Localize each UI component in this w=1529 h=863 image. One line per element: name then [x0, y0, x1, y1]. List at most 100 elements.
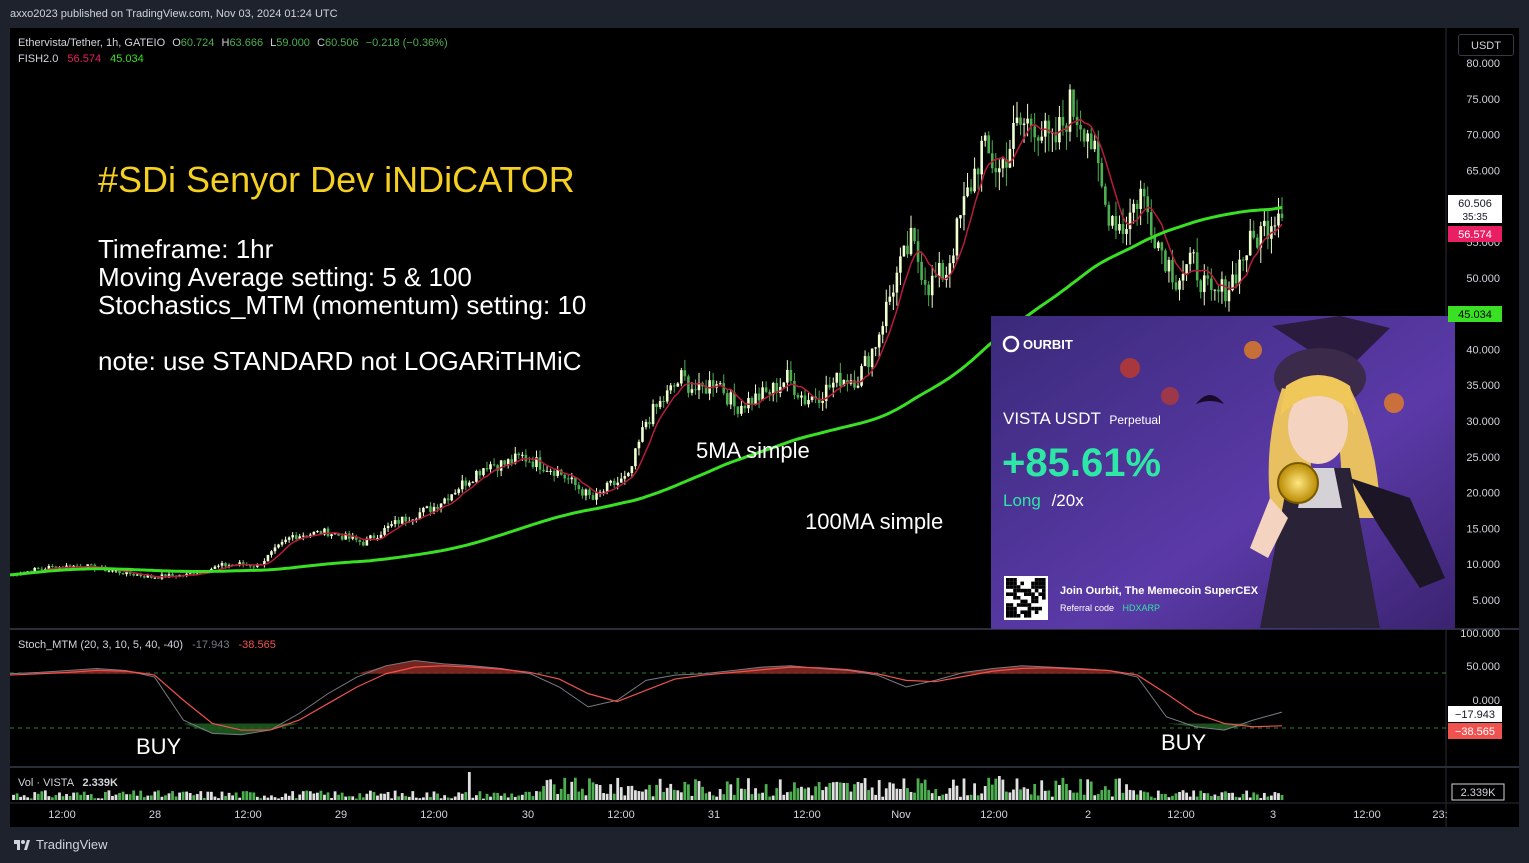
- qr-module: [1020, 610, 1024, 614]
- candle-up: [393, 520, 397, 525]
- ad-join-text: Join Ourbit, The Memecoin SuperCEX: [1060, 585, 1259, 597]
- volume-bar: [252, 792, 256, 800]
- candle-up: [754, 393, 757, 405]
- candle-down: [711, 380, 715, 388]
- ma5-line: [9, 118, 1283, 578]
- volume-bar: [411, 791, 415, 800]
- time-tick-label: 28: [149, 809, 161, 821]
- candle-up: [376, 537, 379, 539]
- volume-bar: [1181, 790, 1185, 800]
- volume-bar: [337, 794, 340, 800]
- candle-down: [531, 461, 535, 468]
- volume-bar: [609, 784, 613, 800]
- candle-down: [478, 470, 482, 476]
- volume-bar: [1199, 790, 1203, 800]
- volume-bar: [1171, 795, 1174, 800]
- candle-down: [132, 573, 135, 576]
- price-tick-label: 30.000: [1466, 416, 1500, 428]
- qr-module: [1038, 585, 1042, 589]
- volume-bar: [729, 784, 733, 800]
- volume-bar: [15, 793, 19, 800]
- time-axis[interactable]: 12:00 28 12:00 29 12:00 30 12:00 31 12:00 Nov 12:0…: [48, 809, 1447, 821]
- qr-module: [1016, 614, 1021, 618]
- candle-down: [750, 397, 754, 405]
- pumpkin-icon: [1120, 358, 1140, 378]
- candle-up: [627, 473, 630, 477]
- price-tick-label: 25.000: [1466, 452, 1500, 464]
- candle-down: [1121, 223, 1125, 234]
- candle-down: [1252, 230, 1256, 238]
- candle-up: [217, 565, 220, 567]
- volume-bar: [785, 792, 789, 800]
- volume-bar: [503, 793, 507, 800]
- volume-bar: [556, 793, 560, 800]
- stoch-d-line: [9, 665, 1283, 731]
- candle-down: [1206, 275, 1210, 279]
- qr-module: [1031, 581, 1035, 586]
- volume-bar: [432, 791, 436, 800]
- candle-up: [1111, 216, 1114, 226]
- candle-down: [1255, 237, 1259, 248]
- volume-bar: [1068, 790, 1072, 800]
- volume-bar: [492, 792, 496, 800]
- volume-bar: [846, 782, 849, 800]
- stoch-tick-label: 100.000: [1460, 628, 1500, 640]
- ourbit-ad-panel[interactable]: OURBIT VISTA USDT Perpetual +85.61% Long…: [991, 316, 1455, 629]
- price-axis[interactable]: 80.00075.00070.00065.00060.00055.00050.0…: [1466, 58, 1500, 607]
- chart-svg[interactable]: Ethervista/Tether, 1h, GATEIO O60.724 H6…: [9, 28, 1519, 827]
- volume-bar: [930, 793, 934, 800]
- chart-area[interactable]: Ethervista/Tether, 1h, GATEIO O60.724 H6…: [9, 28, 1519, 827]
- candle-down: [736, 406, 740, 414]
- volume-bar: [287, 795, 291, 800]
- volume-bar: [1273, 792, 1277, 800]
- candle-up: [432, 506, 436, 512]
- volume-bar: [810, 795, 814, 800]
- time-tick-label: 31: [708, 809, 720, 821]
- candle-up: [690, 389, 694, 393]
- candle-up: [729, 392, 733, 405]
- pumpkin-icon: [1384, 393, 1404, 413]
- candle-up: [937, 263, 941, 277]
- volume-bar: [927, 790, 931, 800]
- ma100-annotation: 100MA simple: [805, 509, 943, 534]
- candle-up: [1008, 148, 1012, 168]
- candle-up: [1213, 289, 1217, 291]
- volume-bar: [807, 787, 810, 800]
- candle-down: [354, 536, 358, 540]
- qr-module: [1024, 592, 1028, 596]
- candle-down: [1142, 188, 1146, 197]
- volume-bar: [51, 797, 54, 800]
- volume-bar: [821, 790, 825, 800]
- price-tick-label: 15.000: [1466, 523, 1500, 535]
- volume-bar: [312, 793, 316, 800]
- volume-bar: [1050, 796, 1054, 800]
- volume-bar: [1217, 796, 1220, 800]
- volume-bar: [814, 786, 817, 800]
- tradingview-brand[interactable]: TradingView: [14, 837, 108, 852]
- qr-module: [1006, 603, 1010, 607]
- note-stoch-setting: Stochastics_MTM (momentum) setting: 10: [98, 290, 586, 320]
- candle-down: [743, 405, 747, 409]
- candle-down: [436, 506, 439, 509]
- volume-bar: [934, 789, 938, 800]
- candle-up: [630, 466, 634, 474]
- volume-bar: [453, 796, 457, 800]
- volume-bar: [1118, 778, 1121, 800]
- candle-up: [884, 301, 888, 327]
- candle-up: [450, 494, 453, 501]
- candle-up: [1185, 264, 1188, 275]
- volume-bar: [895, 788, 899, 800]
- candle-down: [1280, 213, 1284, 218]
- volume-bar: [976, 795, 980, 800]
- candle-up: [1273, 225, 1277, 227]
- buy-signal-left: BUY: [136, 734, 182, 759]
- volume-bar: [1089, 781, 1093, 800]
- candle-up: [641, 427, 644, 442]
- volume-bar: [139, 790, 143, 800]
- candle-down: [337, 533, 340, 536]
- candle-up: [602, 491, 605, 493]
- candle-up: [782, 382, 786, 387]
- currency-selector-button[interactable]: USDT: [1458, 34, 1514, 56]
- stoch-axis[interactable]: 100.000 50.000 0.000: [1460, 628, 1500, 707]
- volume-bar: [1047, 790, 1051, 800]
